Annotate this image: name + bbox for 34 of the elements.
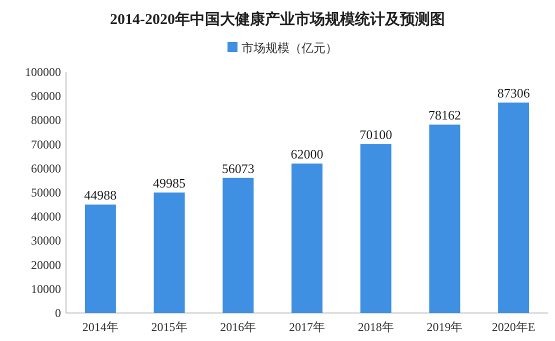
chart-title: 2014-2020年中国大健康产业市场规模统计及预测图	[110, 10, 445, 28]
data-label: 78162	[428, 108, 461, 123]
y-tick-label: 80000	[31, 113, 61, 128]
x-tick-label: 2017年	[289, 320, 325, 334]
bar	[360, 144, 392, 313]
data-label: 70100	[360, 127, 392, 142]
legend-label: 市场规模（亿元）	[242, 41, 338, 55]
y-tick-label: 70000	[31, 137, 61, 152]
x-tick-label: 2019年	[426, 320, 463, 334]
x-tick-label: 2020年E	[492, 320, 536, 334]
bar	[154, 192, 185, 313]
y-tick-label: 50000	[31, 186, 61, 200]
bar	[222, 178, 254, 313]
data-label: 44988	[84, 188, 117, 203]
x-tick-label: 2018年	[358, 320, 394, 334]
x-tick-label: 2016年	[220, 320, 256, 334]
bar	[292, 164, 322, 313]
y-tick-label: 20000	[31, 258, 61, 272]
y-tick-label: 30000	[31, 234, 61, 248]
data-label: 87306	[497, 86, 530, 101]
data-label: 49985	[153, 176, 186, 191]
data-label: 62000	[290, 146, 324, 162]
y-tick-label: 60000	[31, 161, 61, 176]
y-tick-label: 100000	[25, 65, 61, 79]
bar	[498, 102, 530, 313]
x-tick-label: 2015年	[151, 320, 188, 334]
data-label: 56073	[222, 160, 254, 176]
y-tick-label: 10000	[31, 282, 61, 296]
bar	[84, 204, 116, 313]
y-tick-label: 90000	[31, 89, 61, 104]
y-tick-label: 0	[55, 306, 61, 320]
bar	[429, 124, 460, 313]
x-tick-label: 2014年	[82, 320, 118, 334]
y-tick-label: 40000	[31, 210, 61, 224]
